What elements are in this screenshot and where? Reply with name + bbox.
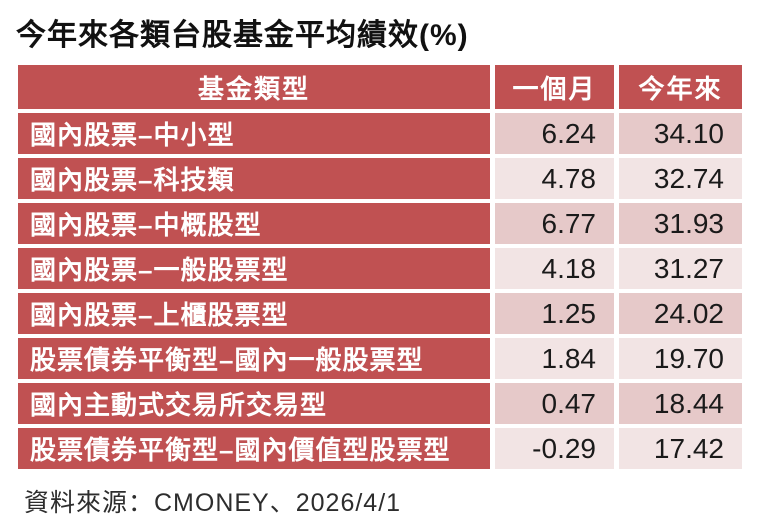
source-note: 資料來源：CMONEY、2026/4/1: [24, 489, 402, 517]
ytd-value-cell: 34.10: [619, 113, 742, 154]
page-title: 今年來各類台股基金平均績效(%): [16, 19, 469, 52]
one-month-value-cell: 4.78: [495, 158, 614, 199]
column-header-one-month: 一個月: [495, 65, 614, 109]
fund-type-cell: 股票債券平衡型–國內價值型股票型: [18, 428, 490, 469]
one-month-value-cell: 0.47: [495, 383, 614, 424]
ytd-value-cell: 17.42: [619, 428, 742, 469]
ytd-value-cell: 19.70: [619, 338, 742, 379]
ytd-value-cell: 32.74: [619, 158, 742, 199]
one-month-value-cell: 6.24: [495, 113, 614, 154]
fund-type-cell: 國內主動式交易所交易型: [18, 383, 490, 424]
fund-type-cell: 國內股票–上櫃股票型: [18, 293, 490, 334]
one-month-value-cell: 1.84: [495, 338, 614, 379]
fund-type-cell: 股票債券平衡型–國內一般股票型: [18, 338, 490, 379]
fund-type-cell: 國內股票–中小型: [18, 113, 490, 154]
fund-type-cell: 國內股票–中概股型: [18, 203, 490, 244]
fund-performance-table: 基金類型 一個月 今年來 國內股票–中小型 6.24 34.10 國內股票–科技…: [18, 65, 746, 469]
one-month-value-cell: 1.25: [495, 293, 614, 334]
one-month-value-cell: 4.18: [495, 248, 614, 289]
fund-type-cell: 國內股票–一般股票型: [18, 248, 490, 289]
ytd-value-cell: 18.44: [619, 383, 742, 424]
ytd-value-cell: 31.93: [619, 203, 742, 244]
one-month-value-cell: 6.77: [495, 203, 614, 244]
fund-type-cell: 國內股票–科技類: [18, 158, 490, 199]
column-header-fund-type: 基金類型: [18, 65, 490, 109]
column-header-ytd: 今年來: [619, 65, 742, 109]
one-month-value-cell: -0.29: [495, 428, 614, 469]
ytd-value-cell: 31.27: [619, 248, 742, 289]
ytd-value-cell: 24.02: [619, 293, 742, 334]
